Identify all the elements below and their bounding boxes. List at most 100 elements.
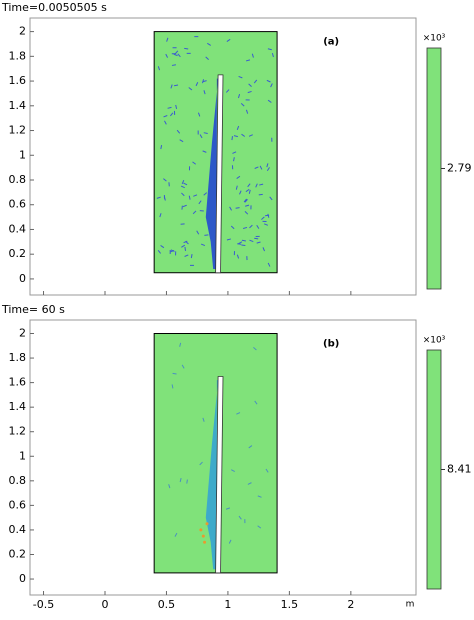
flow-streak (236, 125, 240, 130)
flow-streak (163, 115, 168, 118)
flow-streak (256, 224, 260, 229)
flow-streak (245, 204, 250, 207)
flow-streak (230, 469, 235, 473)
flow-streak (242, 226, 248, 229)
flow-streak (248, 189, 251, 194)
flow-streak (171, 64, 177, 66)
y-tick-label: 1.6 (9, 74, 27, 87)
flow-streak (169, 112, 174, 117)
flow-streak (174, 84, 179, 87)
flow-streak (181, 192, 185, 197)
y-tick-label: 0.2 (9, 547, 27, 560)
flow-streak (238, 515, 242, 520)
flow-streak (233, 135, 238, 138)
flow-streak (238, 75, 243, 79)
flow-streak (170, 249, 175, 252)
flow-streak (192, 210, 197, 215)
y-tick-label: 0.2 (9, 247, 27, 260)
y-tick-label: 1.8 (9, 351, 27, 364)
flow-streak (256, 241, 261, 244)
x-tick-label: 1 (224, 598, 231, 611)
flow-streak (269, 196, 273, 201)
flow-streak (193, 194, 198, 197)
x-axis-label: m (406, 600, 415, 610)
hot-spot (203, 540, 207, 544)
flow-streak (184, 254, 189, 257)
colorbar-tick-label: 8.41 (447, 463, 472, 476)
flow-streak (248, 445, 253, 449)
flow-streak (247, 183, 251, 188)
y-tick-label: 0 (19, 272, 26, 285)
colorbar-multiplier: ×10³ (423, 336, 446, 346)
x-tick-label: 2 (347, 598, 354, 611)
flow-streak (238, 241, 243, 245)
y-tick-label: 0.4 (9, 222, 27, 235)
y-tick-label: 0.6 (9, 198, 27, 211)
flow-streak (174, 50, 179, 55)
flow-streak (197, 112, 201, 117)
x-tick-label: 0 (101, 598, 108, 611)
flow-streak (251, 53, 254, 58)
flow-streak (255, 183, 258, 188)
flow-streak (253, 79, 258, 84)
flow-streak (254, 166, 259, 169)
y-tick-label: 0.8 (9, 173, 27, 186)
flow-streak (183, 182, 188, 186)
flow-streak (247, 90, 252, 94)
flow-streak (168, 484, 171, 489)
flow-streak (225, 507, 231, 510)
flow-streak (236, 254, 240, 259)
flow-streak (262, 247, 265, 252)
flow-streak (202, 150, 207, 153)
flow-streak (180, 185, 185, 189)
flow-streak (160, 245, 165, 249)
flow-streak (195, 82, 199, 87)
hot-spot (201, 534, 205, 538)
flow-streak (202, 417, 205, 422)
flow-streak (267, 99, 272, 103)
flow-streak (184, 246, 186, 251)
flow-streak (239, 190, 242, 195)
flow-streak (266, 167, 270, 172)
flow-streak (207, 42, 211, 46)
blade (215, 376, 224, 574)
flow-streak (179, 477, 182, 483)
flow-streak (160, 145, 163, 150)
flow-streak (188, 87, 193, 91)
flow-streak (181, 179, 185, 185)
y-tick-label: 2 (19, 25, 26, 38)
flow-streak (233, 157, 235, 162)
blade (215, 74, 224, 274)
flow-streak (176, 129, 181, 134)
flow-streak (245, 188, 250, 193)
flow-streak (270, 83, 273, 88)
flow-streak (182, 204, 187, 208)
colorbar-multiplier: ×10³ (423, 34, 446, 44)
flow-streak (184, 47, 189, 50)
x-tick-label: -0.5 (33, 598, 54, 611)
colorbar (426, 349, 442, 590)
flow-streak (248, 134, 253, 137)
flow-streak (245, 59, 251, 62)
y-tick-label: 0.6 (9, 498, 27, 511)
y-tick-label: 1.4 (9, 99, 27, 112)
y-tick-label: 1.2 (9, 425, 27, 438)
y-tick-label: 1.6 (9, 376, 27, 389)
flow-streak (241, 239, 246, 242)
flow-streak (226, 38, 231, 42)
flow-streak (170, 84, 173, 89)
flow-streak (203, 132, 208, 134)
flow-streak (179, 342, 182, 347)
flow-streak (236, 412, 241, 415)
y-tick-label: 1 (19, 148, 26, 161)
y-tick-label: 2 (19, 327, 26, 340)
y-tick-label: 1 (19, 449, 26, 462)
flow-streak (171, 384, 174, 389)
flow-streak (259, 165, 263, 170)
flow-streak (164, 120, 167, 125)
flow-streak (231, 136, 233, 141)
flow-streak (174, 532, 178, 537)
flow-streak (167, 106, 172, 109)
flow-streak (241, 133, 246, 137)
